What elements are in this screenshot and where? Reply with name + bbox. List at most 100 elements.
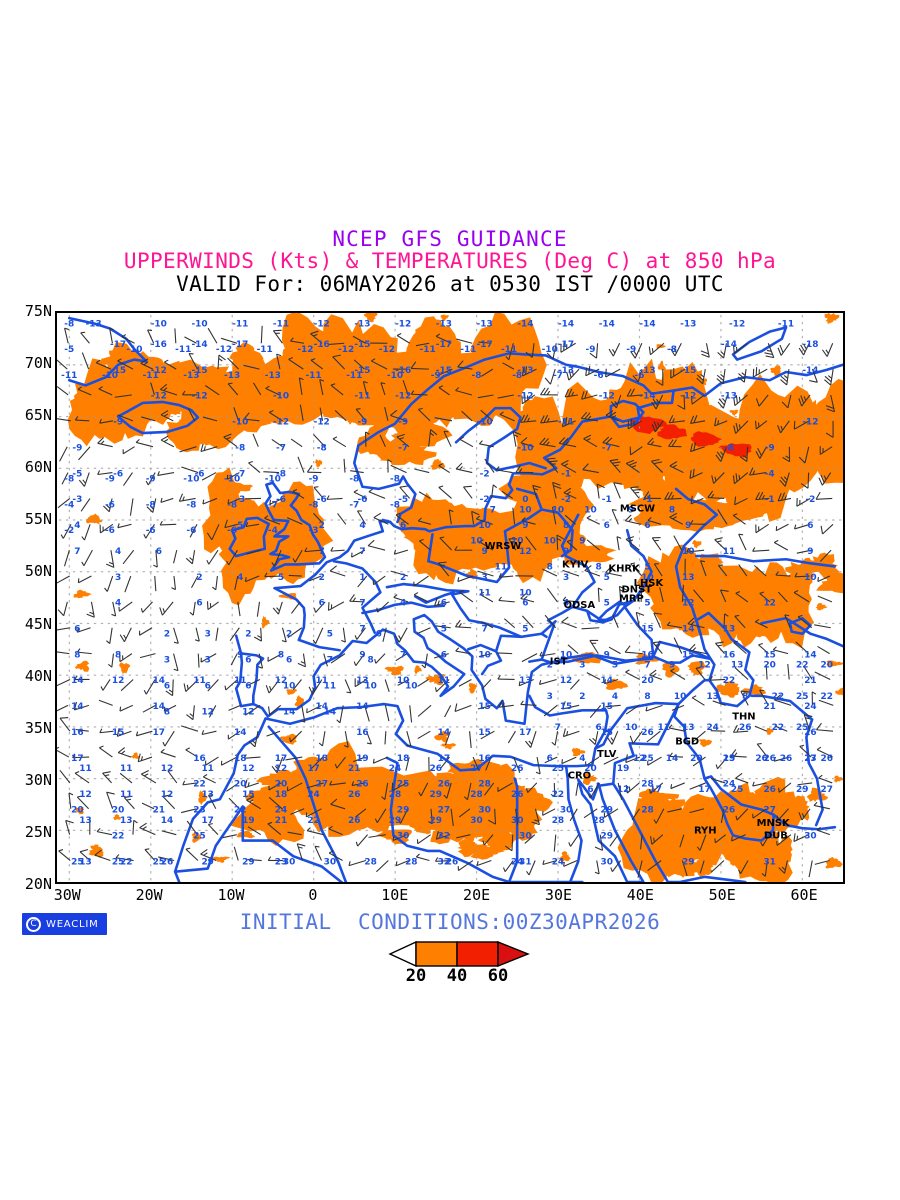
wind-barb-layer	[57, 325, 836, 878]
temp-value: 11	[79, 764, 91, 774]
temp-value: 26	[804, 728, 816, 738]
temp-value: 22	[772, 692, 784, 702]
map-plot-area[interactable]: -8 -13 -10 -10 -11 -11 -12 -13 -12 -13 -13 -14 -14 -1…	[55, 311, 845, 884]
temp-value: 23	[275, 857, 287, 867]
temp-value: -5	[72, 469, 82, 479]
temp-value: -6	[227, 526, 237, 536]
temp-value: 13	[682, 573, 694, 583]
temp-value: 24	[723, 780, 735, 790]
temp-value: 26	[755, 754, 767, 764]
temp-value: 8	[644, 692, 650, 702]
temp-value: 6	[74, 625, 80, 635]
temp-value: -10	[102, 371, 118, 381]
temp-value: -5	[64, 345, 74, 355]
temp-value: 3	[205, 630, 211, 640]
temp-value: 29	[397, 806, 409, 816]
temp-value: 17	[71, 754, 83, 764]
lat-tick-70N: 70N	[24, 354, 52, 373]
temp-value: -13	[680, 319, 696, 329]
temp-value: 26	[511, 764, 523, 774]
temp-value: -13	[517, 366, 533, 376]
lat-tick-75N: 75N	[24, 302, 52, 320]
temp-value: 17	[275, 754, 287, 764]
temp-value: -11	[501, 345, 517, 355]
temp-value: -8	[64, 475, 74, 485]
temp-value: 14	[153, 702, 165, 712]
temp-value: 12	[763, 599, 775, 609]
temp-value: -14	[191, 340, 207, 350]
temp-value: -7	[268, 500, 278, 510]
temp-value: 15	[763, 650, 775, 660]
temp-value: 20	[234, 780, 246, 790]
city-label-mrp: MRP	[619, 594, 644, 605]
weaclim-logo[interactable]: C WEACLIM	[22, 913, 107, 935]
temp-value: 12	[560, 676, 572, 686]
city-label-ryh: RYH	[694, 825, 717, 836]
temp-value: 14	[161, 816, 173, 826]
temp-value: -16	[395, 366, 411, 376]
temp-value: -3	[309, 526, 319, 536]
temp-value: -17	[110, 340, 126, 350]
temp-value: 19	[723, 754, 735, 764]
temp-value: 7	[490, 506, 496, 516]
city-label-khrk: KHRK	[608, 564, 640, 575]
temp-value: 22	[193, 780, 205, 790]
temp-value: -15	[436, 366, 452, 376]
temp-value: 26	[348, 816, 360, 826]
temp-value: 4	[115, 599, 121, 609]
city-label-odsa: ODSA	[564, 600, 596, 611]
temp-value: 1	[359, 573, 365, 583]
temp-value: -12	[599, 392, 615, 402]
temp-value: 12	[161, 790, 173, 800]
temp-value: 11	[478, 588, 490, 598]
temp-value: 9	[579, 537, 585, 547]
lon-tick-10W: 10W	[217, 886, 245, 904]
temp-value: 10	[397, 676, 409, 686]
temp-value: 4	[612, 692, 618, 702]
temp-value: 8	[164, 707, 170, 717]
temp-value: -12	[680, 392, 696, 402]
temp-value: -10	[126, 345, 142, 355]
temp-value: 4	[400, 599, 406, 609]
temp-value: 16	[356, 728, 368, 738]
temp-value: 15	[478, 728, 490, 738]
temp-value: 25	[193, 831, 205, 841]
temp-value: -6	[317, 495, 327, 505]
lat-tick-30N: 30N	[24, 770, 52, 789]
temp-value: 12	[275, 676, 287, 686]
temp-value: 30	[804, 831, 816, 841]
temp-value: -11	[257, 345, 273, 355]
temp-value: -8	[186, 500, 196, 510]
temp-value: -14	[599, 319, 615, 329]
temp-value: 7	[359, 547, 365, 557]
lat-tick-35N: 35N	[24, 718, 52, 737]
temp-value: 10	[470, 537, 482, 547]
temp-value: 26	[161, 857, 173, 867]
temp-value: 24	[804, 702, 816, 712]
temp-value: 10	[674, 692, 686, 702]
temp-value: -4	[765, 469, 775, 479]
temp-value: -8	[667, 345, 677, 355]
temp-value: 30	[519, 831, 531, 841]
temp-value: 27	[315, 780, 327, 790]
temp-value: 22	[120, 857, 132, 867]
temp-value: -1	[765, 495, 775, 505]
temp-value: 24	[389, 764, 401, 774]
temp-value: 13	[519, 676, 531, 686]
temp-value: 28	[405, 857, 417, 867]
temp-value: -10	[387, 371, 403, 381]
temp-value: 26	[641, 728, 653, 738]
temp-value: -13	[183, 371, 199, 381]
temp-value: 28	[552, 816, 564, 826]
temp-value: 11	[315, 676, 327, 686]
temp-value: 29	[430, 790, 442, 800]
temp-value: 14	[682, 625, 694, 635]
lon-tick-20E: 20E	[463, 886, 491, 904]
temp-value: 9	[669, 661, 675, 671]
temp-value: 26	[763, 754, 775, 764]
temp-value: -8	[227, 500, 237, 510]
temp-value: -2	[561, 495, 571, 505]
temp-value: 22	[307, 816, 319, 826]
temp-value: 17	[519, 728, 531, 738]
